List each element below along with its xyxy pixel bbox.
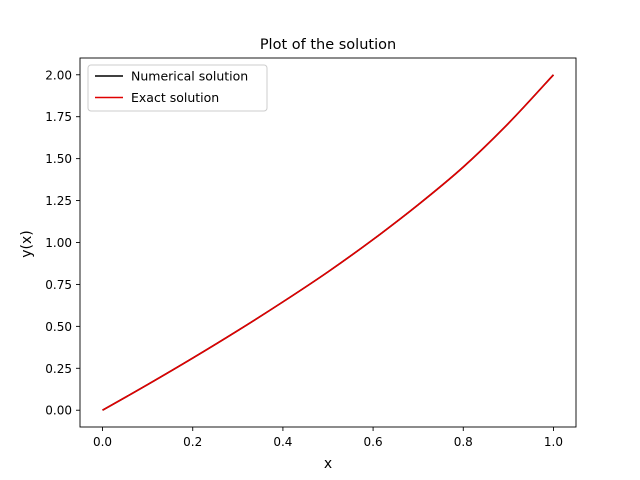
x-tick-label: 0.0 — [93, 435, 112, 449]
plot-area: 0.0 0.2 0.4 0.6 0.8 1.0 0.00 0.25 0.50 0.75 1.00 1.… — [45, 57, 577, 449]
x-tick-label: 0.4 — [273, 435, 292, 449]
y-tick-label: 1.00 — [45, 236, 72, 250]
y-tick-label: 0.75 — [45, 278, 72, 292]
x-tick-label: 0.8 — [454, 435, 473, 449]
y-tick-label: 2.00 — [45, 68, 72, 82]
legend-label: Exact solution — [131, 90, 219, 105]
legend: Numerical solution Exact solution — [87, 64, 268, 112]
y-tick-label: 1.50 — [45, 152, 72, 166]
chart-title: Plot of the solution — [260, 37, 396, 53]
y-tick-label: 0.00 — [45, 404, 72, 418]
legend-box — [87, 64, 268, 112]
x-tick-label: 0.6 — [364, 435, 383, 449]
legend-label: Numerical solution — [131, 69, 248, 84]
y-tick-label: 1.25 — [45, 194, 72, 208]
y-tick-label: 1.75 — [45, 110, 72, 124]
x-tick-label: 1.0 — [544, 435, 563, 449]
y-axis-label: y(x) — [19, 230, 35, 258]
x-tick-label: 0.2 — [183, 435, 202, 449]
y-tick-label: 0.25 — [45, 362, 72, 376]
series-line-exact-solution — [102, 74, 555, 411]
y-tick-label: 0.50 — [45, 320, 72, 334]
x-axis-label: x — [324, 456, 332, 472]
